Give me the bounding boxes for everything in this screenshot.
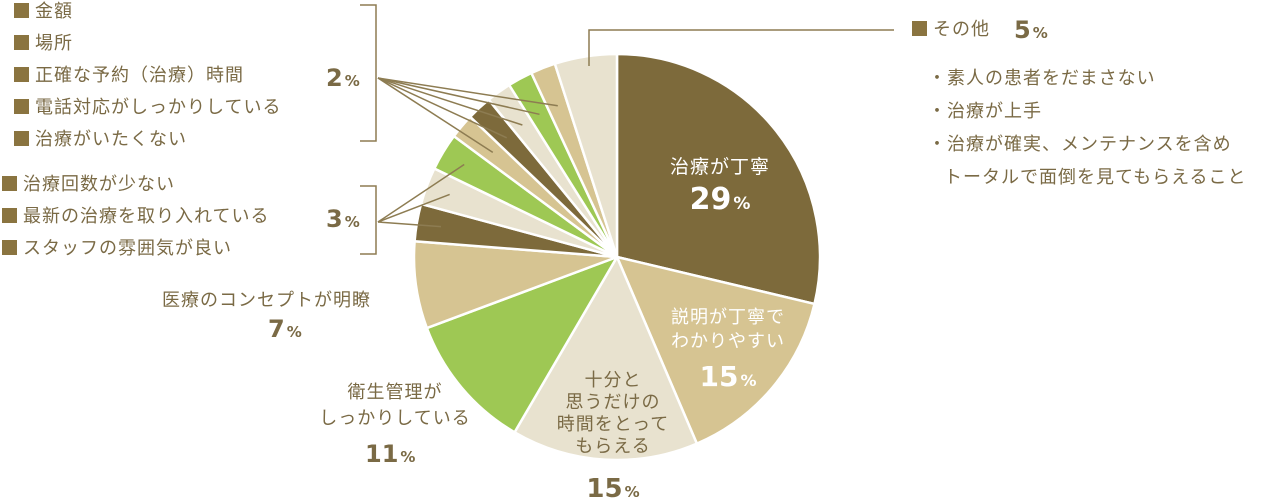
concept-percent-value: 7	[268, 315, 285, 343]
group3-leader-line	[377, 193, 450, 223]
legend-square-icon	[14, 131, 29, 146]
label-concept: 医療のコンセプトが明瞭	[162, 290, 371, 311]
label-enough-time-line2: 思うだけの	[565, 392, 661, 413]
enough-time-percent-value: 15	[586, 474, 623, 504]
group2-item-amount: 金額	[14, 0, 73, 24]
group3-leader-line	[377, 163, 465, 223]
pie-slice	[513, 255, 699, 462]
label-hygiene: 衛生管理が しっかりしている	[300, 380, 490, 432]
pie-slice	[615, 52, 822, 306]
label-explanation-percent: 15%	[650, 360, 806, 393]
label-explanation-line1: 説明が丁寧で	[671, 307, 785, 328]
group2-leader-line	[377, 77, 540, 116]
legend-square-icon	[14, 3, 29, 18]
pie-slice	[425, 255, 619, 434]
group2-item-label: 金額	[35, 1, 73, 22]
legend-square-icon	[14, 35, 29, 50]
pie-slice	[615, 255, 816, 445]
other-percent-value: 5	[1014, 16, 1031, 44]
other-label: その他	[912, 18, 990, 42]
careful-percent-value: 29	[689, 182, 732, 217]
label-careful-treatment: 治療が丁寧	[669, 156, 770, 178]
group2-leader-line	[377, 77, 523, 126]
legend-square-icon	[14, 67, 29, 82]
group3-bracket	[360, 185, 377, 255]
percent-sign: %	[733, 194, 751, 214]
group2-item-label: 場所	[35, 33, 73, 54]
label-explanation-line2: わかりやすい	[671, 331, 785, 352]
group3-item-label: スタッフの雰囲気が良い	[23, 238, 232, 259]
legend-square-icon	[2, 240, 17, 255]
percent-sign: %	[624, 483, 640, 501]
label-enough-time-line4: もらえる	[575, 436, 651, 457]
hygiene-percent-value: 11	[365, 440, 399, 468]
legend-square-icon	[912, 21, 927, 36]
group2-item-label: 治療がいたくない	[35, 129, 187, 150]
other-note-4: トータルで面倒を見てもらえること	[944, 167, 1247, 188]
group2-percent: 2%	[326, 64, 360, 92]
group2-item-reservation: 正確な予約（治療）時間	[14, 64, 244, 88]
label-enough-time-line3: 時間をとって	[556, 414, 670, 435]
percent-sign: %	[344, 72, 360, 90]
group3-item-fewer-visits: 治療回数が少ない	[2, 173, 175, 197]
other-note-1: ・素人の患者をだまさない	[928, 68, 1156, 89]
label-enough-time: 十分と 思うだけの 時間をとって もらえる	[540, 370, 686, 458]
percent-sign: %	[344, 213, 360, 231]
group2-leader-line	[377, 77, 508, 139]
label-enough-time-line1: 十分と	[584, 370, 642, 391]
legend-square-icon	[2, 208, 17, 223]
group2-leader-line	[377, 77, 558, 107]
group3-item-staff-atmosphere: スタッフの雰囲気が良い	[2, 237, 232, 261]
group2-item-location: 場所	[14, 32, 73, 56]
group2-item-label: 電話対応がしっかりしている	[35, 97, 282, 118]
group3-item-latest-treatment: 最新の治療を取り入れている	[2, 205, 269, 229]
explanation-percent-value: 15	[699, 360, 739, 393]
group3-item-label: 治療回数が少ない	[23, 174, 175, 195]
group2-item-label: 正確な予約（治療）時間	[35, 65, 244, 86]
group2-percent-value: 2	[326, 64, 343, 92]
percent-sign: %	[1032, 24, 1048, 42]
label-concept-percent: 7%	[268, 315, 302, 343]
legend-square-icon	[2, 176, 17, 191]
legend-square-icon	[14, 99, 29, 114]
group2-item-painless: 治療がいたくない	[14, 128, 187, 152]
other-leader-line	[588, 29, 894, 66]
percent-sign: %	[286, 323, 302, 341]
other-label-text: その他	[933, 19, 990, 40]
pie-slice	[553, 52, 619, 259]
group3-percent-value: 3	[326, 205, 343, 233]
label-careful-treatment-percent: 29%	[650, 182, 790, 217]
percent-sign: %	[740, 371, 757, 390]
label-explanation: 説明が丁寧で わかりやすい	[650, 306, 806, 354]
label-enough-time-percent: 15%	[568, 474, 658, 504]
other-note-2: ・治療が上手	[928, 101, 1042, 122]
group3-leader-line	[377, 221, 442, 228]
other-note-3: ・治療が確実、メンテナンスを含め	[928, 134, 1232, 155]
group3-percent: 3%	[326, 205, 360, 233]
group3-item-label: 最新の治療を取り入れている	[23, 206, 270, 227]
percent-sign: %	[400, 448, 416, 466]
label-hygiene-line1: 衛生管理が	[347, 382, 443, 403]
label-hygiene-line2: しっかりしている	[319, 408, 471, 429]
group2-item-phone: 電話対応がしっかりしている	[14, 96, 281, 120]
other-percent: 5%	[1014, 16, 1048, 44]
group2-leader-line	[377, 77, 494, 154]
group2-bracket	[360, 4, 377, 142]
label-hygiene-percent: 11%	[365, 440, 415, 468]
